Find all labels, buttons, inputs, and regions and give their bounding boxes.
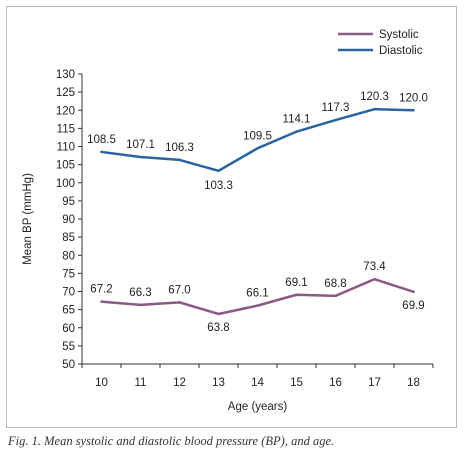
systolic-data-label: 67.0 — [168, 284, 190, 296]
diastolic-data-label: 109.5 — [243, 130, 272, 142]
x-tick-label: 18 — [407, 377, 420, 389]
y-tick-label: 110 — [57, 142, 75, 154]
figure-caption: Fig. 1. Mean systolic and diastolic bloo… — [8, 434, 335, 448]
diastolic-data-label: 108.5 — [87, 134, 116, 146]
diastolic-point — [139, 155, 142, 159]
diastolic-data-label: 117.3 — [322, 102, 350, 114]
systolic-data-label: 66.1 — [246, 288, 268, 300]
y-tick-label: 130 — [56, 69, 75, 81]
systolic-point — [178, 301, 181, 304]
systolic-point — [100, 300, 103, 303]
figure-frame: 50 55 60 65 70 75 80 85 90 95 100 105 110 115 120 125 13… — [6, 6, 457, 428]
y-tick-label: 75 — [62, 268, 75, 280]
systolic-point — [295, 293, 298, 296]
diastolic-point — [412, 109, 415, 112]
y-tick-label: 115 — [57, 123, 75, 135]
systolic-data-label: 73.4 — [363, 261, 386, 273]
systolic-data-label: 69.1 — [285, 277, 307, 289]
diastolic-data-label: 106.3 — [165, 142, 194, 154]
y-tick-label: 105 — [56, 160, 75, 172]
x-tick-label: 14 — [251, 377, 264, 389]
y-tick-label: 55 — [62, 341, 75, 353]
diastolic-data-label: 120.3 — [360, 91, 389, 103]
systolic-data-label: 66.3 — [129, 287, 151, 299]
diastolic-point — [334, 118, 337, 122]
y-tick-label: 95 — [62, 196, 75, 208]
diastolic-point — [256, 147, 259, 150]
y-tick-label: 85 — [62, 232, 75, 244]
diastolic-point — [373, 107, 376, 111]
diastolic-point — [295, 130, 298, 133]
y-tick-label: 120 — [56, 105, 75, 117]
y-tick-label: 80 — [62, 250, 75, 262]
x-tick-label: 10 — [95, 377, 108, 389]
diastolic-data-label: 114.1 — [283, 114, 311, 126]
systolic-data-label: 67.2 — [90, 284, 112, 296]
x-tick-label: 13 — [212, 377, 225, 389]
legend-label-diastolic: Diastolic — [379, 45, 423, 57]
systolic-point — [373, 277, 376, 281]
y-tick-label: 65 — [62, 305, 75, 317]
y-tick-label: 90 — [62, 214, 75, 226]
diastolic-data-label: 120.0 — [399, 92, 428, 104]
x-tick-label: 12 — [173, 377, 186, 389]
systolic-data-label: 63.8 — [207, 322, 229, 334]
systolic-point — [256, 304, 259, 307]
diastolic-data-label: 103.3 — [204, 180, 233, 192]
diastolic-point — [217, 169, 220, 172]
x-tick-label: 17 — [368, 377, 381, 389]
y-tick-label: 100 — [56, 178, 75, 190]
diastolic-point — [178, 158, 181, 162]
systolic-data-label: 68.8 — [324, 278, 346, 290]
y-tick-label: 125 — [56, 87, 75, 99]
systolic-point — [139, 303, 142, 307]
systolic-point — [334, 294, 337, 298]
y-tick-label: 70 — [62, 287, 75, 299]
x-tick-label: 16 — [329, 377, 342, 389]
systolic-point — [412, 290, 415, 294]
line-chart: 50 55 60 65 70 75 80 85 90 95 100 105 110 115 120 125 13… — [22, 29, 434, 413]
y-tick-label: 60 — [62, 323, 75, 335]
y-tick-label: 50 — [62, 359, 75, 371]
diastolic-point — [100, 150, 103, 154]
x-tick-label: 11 — [135, 377, 147, 389]
y-axis-title: Mean BP (mmHg) — [22, 173, 34, 265]
systolic-data-label: 69.9 — [402, 300, 424, 312]
diastolic-data-label: 107.1 — [126, 139, 155, 151]
x-tick-label: 15 — [290, 377, 303, 389]
systolic-point — [217, 312, 220, 316]
legend-label-systolic: Systolic — [379, 29, 419, 41]
x-axis-title: Age (years) — [228, 401, 288, 413]
